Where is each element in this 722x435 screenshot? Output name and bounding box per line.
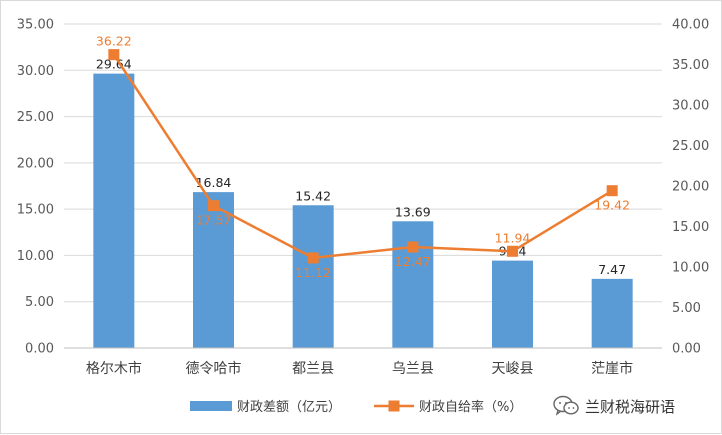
bar-data-label: 13.69 (395, 204, 431, 219)
y-left-tick-label: 5.00 (25, 295, 54, 310)
legend-swatch-bar (190, 401, 232, 411)
bar-data-label: 7.47 (598, 262, 626, 277)
line-point (208, 200, 219, 212)
x-tick-label: 都兰县 (292, 361, 334, 377)
line-data-label: 36.22 (96, 34, 132, 49)
y-left-tick-label: 20.00 (17, 156, 54, 171)
x-tick-label: 德令哈市 (186, 360, 242, 377)
y-left-tick-label: 35.00 (17, 18, 54, 33)
watermark-text: 兰财税海研语 (585, 397, 676, 416)
y-right-tick-label: 10.00 (672, 261, 709, 276)
bar-data-label: 15.42 (295, 188, 331, 203)
line-data-label: 11.94 (495, 230, 531, 245)
line-point (606, 185, 618, 197)
line-data-label: 19.42 (594, 198, 630, 213)
wechat-icon (553, 395, 579, 416)
x-tick-label: 乌兰县 (392, 361, 434, 377)
bar (292, 205, 334, 348)
line-point (407, 241, 419, 253)
y-right-tick-label: 20.00 (672, 180, 709, 195)
series-line (112, 53, 613, 260)
bar (591, 278, 633, 348)
line-point (108, 49, 120, 61)
bar (93, 73, 135, 348)
y-left-tick-label: 10.00 (17, 249, 54, 264)
x-tick-label: 格尔木市 (86, 360, 142, 377)
line-data-label: 11.12 (295, 265, 331, 280)
bar (193, 192, 234, 348)
bar (492, 260, 533, 348)
legend-label: 财政差额（亿元） (237, 400, 341, 415)
y-right-tick-label: 30.00 (672, 99, 709, 114)
y-right-tick-label: 5.00 (672, 301, 701, 316)
bar-data-label: 16.84 (196, 175, 232, 190)
line-data-label: 12.47 (395, 254, 431, 269)
line-point (507, 245, 518, 257)
y-left-tick-label: 25.00 (17, 110, 54, 125)
y-right-tick-label: 25.00 (672, 139, 709, 154)
legend-swatch-marker (388, 400, 400, 412)
watermark: 兰财税海研语 (553, 389, 718, 423)
legend-label: 财政自给率（%） (419, 399, 522, 415)
y-left-tick-label: 30.00 (17, 64, 54, 79)
bar (392, 221, 434, 348)
line-point (307, 252, 319, 264)
y-left-tick-label: 0.00 (25, 342, 54, 357)
x-tick-label: 天峻县 (492, 361, 534, 377)
y-left-tick-label: 15.00 (17, 203, 54, 218)
y-right-tick-label: 0.00 (672, 342, 701, 357)
x-tick-label: 茫崖市 (591, 360, 633, 377)
y-right-tick-label: 15.00 (672, 220, 709, 235)
y-right-tick-label: 40.00 (672, 18, 709, 33)
line-data-label: 17.57 (196, 213, 232, 228)
y-right-tick-label: 35.00 (672, 58, 709, 73)
